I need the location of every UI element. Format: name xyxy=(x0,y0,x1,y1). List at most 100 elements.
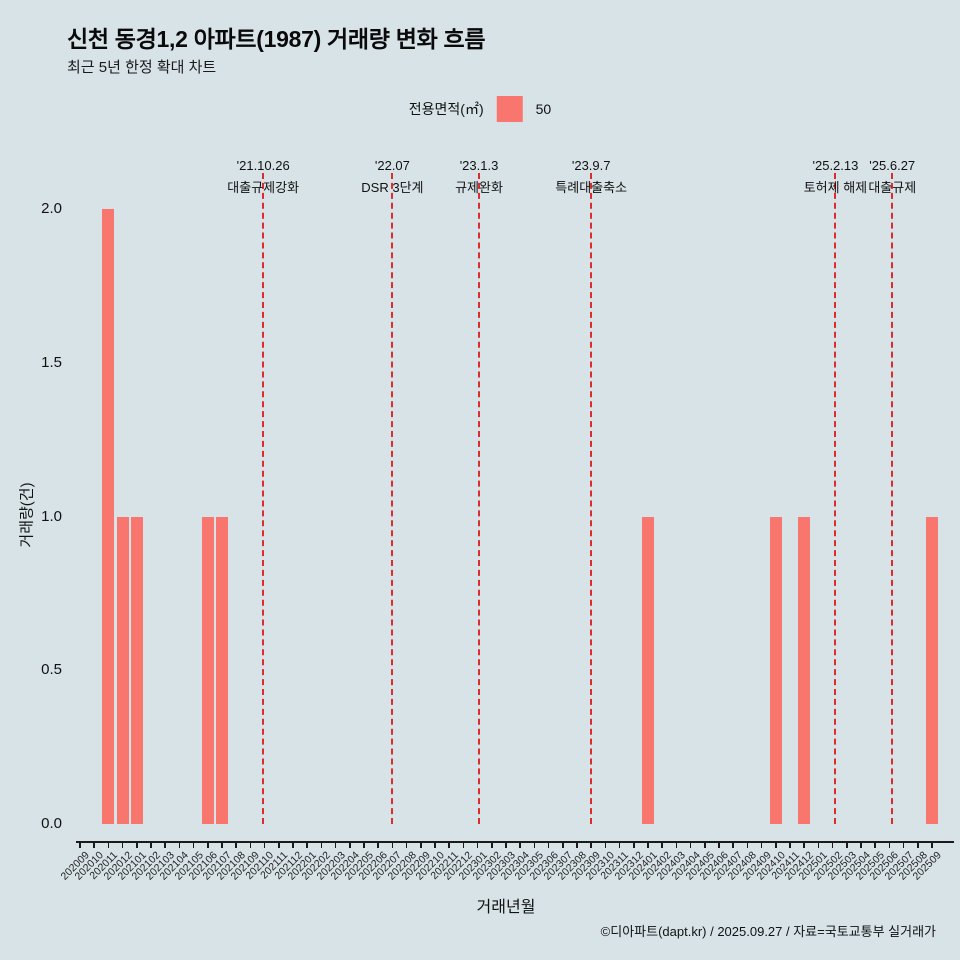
x-tick-mark xyxy=(391,843,394,848)
x-tick-mark xyxy=(306,843,308,848)
x-tick-mark xyxy=(107,843,110,848)
x-tick-mark xyxy=(207,843,209,848)
x-tick-mark xyxy=(164,843,166,848)
x-tick-mark xyxy=(576,843,578,848)
annotation-label: 대출규제강화 xyxy=(227,180,300,195)
bar-202401 xyxy=(642,516,654,824)
x-tick-mark xyxy=(121,843,124,848)
x-tick-mark xyxy=(334,843,337,848)
y-tick-label: 0.0 xyxy=(41,815,62,832)
page-subtitle: 최근 5년 한정 확대 차트 xyxy=(67,59,217,76)
bar-202011 xyxy=(102,209,115,824)
x-tick-mark xyxy=(93,843,95,848)
x-tick-mark xyxy=(519,843,521,848)
annotation-line xyxy=(590,173,593,824)
x-tick-mark xyxy=(178,843,181,848)
x-tick-mark xyxy=(902,843,905,848)
y-tick-label: 2.0 xyxy=(41,200,62,217)
x-tick-mark xyxy=(278,843,280,848)
x-tick-mark xyxy=(689,843,692,848)
x-tick-mark xyxy=(249,843,252,848)
annotation-date: '23.1.3 xyxy=(459,158,499,173)
annotation-label: 토허제 해제 xyxy=(803,180,868,195)
x-tick-mark xyxy=(476,843,479,848)
annotation-date: '23.9.7 xyxy=(571,158,611,173)
x-tick-mark xyxy=(491,843,493,848)
bar-202012 xyxy=(116,516,129,824)
legend-swatch xyxy=(496,96,523,122)
x-tick-mark xyxy=(192,843,195,848)
x-tick-mark xyxy=(831,843,834,848)
x-tick-mark xyxy=(775,843,777,848)
y-axis-title: 거래량(건) xyxy=(18,482,36,548)
x-tick-mark xyxy=(462,843,465,848)
x-tick-mark xyxy=(150,843,152,848)
x-tick-mark xyxy=(221,843,223,848)
x-tick-mark xyxy=(292,843,294,848)
x-tick-mark xyxy=(704,843,706,848)
x-tick-mark xyxy=(136,843,138,848)
x-tick-mark xyxy=(505,843,507,848)
bar-202107 xyxy=(216,516,228,824)
annotation-label: 규제완화 xyxy=(455,180,503,195)
x-tick-mark xyxy=(263,843,266,848)
annotation-date: '25.6.27 xyxy=(869,158,916,173)
y-tick-label: 0.5 xyxy=(41,661,62,679)
x-tick-mark xyxy=(79,843,81,848)
legend: 전용면적(㎡) 50 xyxy=(409,96,551,122)
annotation-label: DSR 3단계 xyxy=(361,180,424,195)
x-tick-mark xyxy=(675,843,678,848)
x-tick-mark xyxy=(817,843,820,848)
x-tick-mark xyxy=(235,843,237,848)
y-tick-label: 1.0 xyxy=(41,507,62,525)
x-tick-mark xyxy=(647,843,649,848)
legend-title: 전용면적(㎡) xyxy=(408,101,484,117)
bar-202412 xyxy=(798,516,811,824)
x-tick-mark xyxy=(803,843,805,848)
annotation-line xyxy=(891,173,894,824)
x-tick-mark xyxy=(732,843,734,848)
x-tick-mark xyxy=(618,843,621,848)
x-tick-mark xyxy=(846,843,848,848)
x-axis-line xyxy=(76,841,954,843)
x-tick-mark xyxy=(363,843,365,848)
annotation-line xyxy=(834,173,837,824)
x-tick-mark xyxy=(789,843,791,848)
x-tick-mark xyxy=(917,843,919,848)
annotation-line xyxy=(478,173,481,824)
x-tick-mark xyxy=(604,843,607,848)
x-tick-mark xyxy=(661,843,663,848)
x-tick-mark xyxy=(320,843,323,848)
bar-202410 xyxy=(769,516,782,824)
footer-credit: ©디아파트(dapt.kr) / 2025.09.27 / 자료=국토교통부 실… xyxy=(600,924,936,939)
annotation-line xyxy=(262,173,265,824)
annotation-line xyxy=(391,173,394,824)
x-tick-mark xyxy=(590,843,592,848)
legend-series-label: 50 xyxy=(535,101,552,117)
x-tick-mark xyxy=(533,843,536,848)
x-tick-mark xyxy=(377,843,379,848)
x-tick-mark xyxy=(874,843,876,848)
x-tick-mark xyxy=(405,843,408,848)
x-tick-mark xyxy=(434,843,436,848)
annotation-label: 대출규제 xyxy=(868,180,917,195)
x-tick-mark xyxy=(888,843,891,848)
x-tick-mark xyxy=(860,843,862,848)
x-tick-mark xyxy=(420,843,422,848)
x-tick-mark xyxy=(562,843,564,848)
x-tick-mark xyxy=(931,843,933,848)
annotation-date: '21.10.26 xyxy=(236,158,290,173)
page-title: 신천 동경1,2 아파트(1987) 거래량 변화 흐름 xyxy=(67,26,486,52)
bar-202101 xyxy=(130,516,143,824)
y-tick-label: 1.5 xyxy=(41,353,62,371)
bar-202509 xyxy=(926,516,938,824)
bar-202106 xyxy=(201,516,214,824)
annotation-label: 특례대출축소 xyxy=(555,180,628,195)
annotation-date: '22.07 xyxy=(374,158,410,173)
x-tick-mark xyxy=(448,843,450,848)
x-tick-mark xyxy=(547,843,550,848)
annotation-date: '25.2.13 xyxy=(812,158,859,173)
x-tick-mark xyxy=(633,843,635,848)
